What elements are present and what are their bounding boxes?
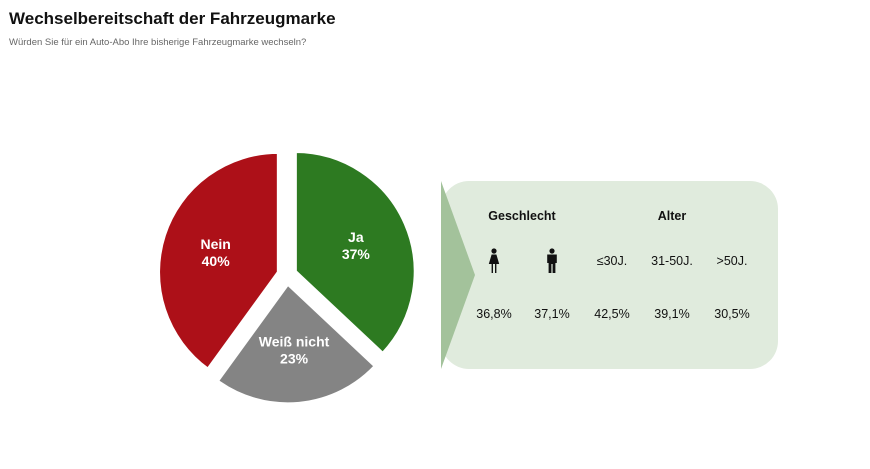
value-female: 36,8% [476,307,512,321]
group-label-age: Alter [657,209,687,223]
pie-label-wei-nicht: Weiß nicht [259,334,330,350]
pie-label-ja: Ja [348,229,364,245]
breakdown-panel-arrow [441,181,475,369]
pie-slice-wei-nicht [215,281,378,406]
female-icon [487,248,501,277]
group-label-gender: Geschlecht [488,209,556,223]
age-header-31-50: 31-50J. [651,254,693,268]
pie-value-wei-nicht: 23% [280,351,309,367]
breakdown-panel-bg [441,181,778,369]
age-header-under-30: ≤30J. [596,254,628,268]
male-icon [545,248,559,277]
page-title: Wechselbereitschaft der Fahrzeugmarke [9,9,336,28]
value-under-30: 42,5% [594,307,630,321]
pie-slice-ja [293,149,417,356]
value-over-50: 30,5% [714,307,750,321]
pie-label-nein: Nein [200,236,230,252]
pie-slice-nein [156,150,281,372]
value-31-50: 39,1% [654,307,690,321]
age-header-over-50: >50J. [716,254,748,268]
pie-value-nein: 40% [202,253,231,269]
page-subtitle: Würden Sie für ein Auto-Abo Ihre bisheri… [9,37,307,48]
pie-value-ja: 37% [342,246,371,262]
value-male: 37,1% [534,307,570,321]
